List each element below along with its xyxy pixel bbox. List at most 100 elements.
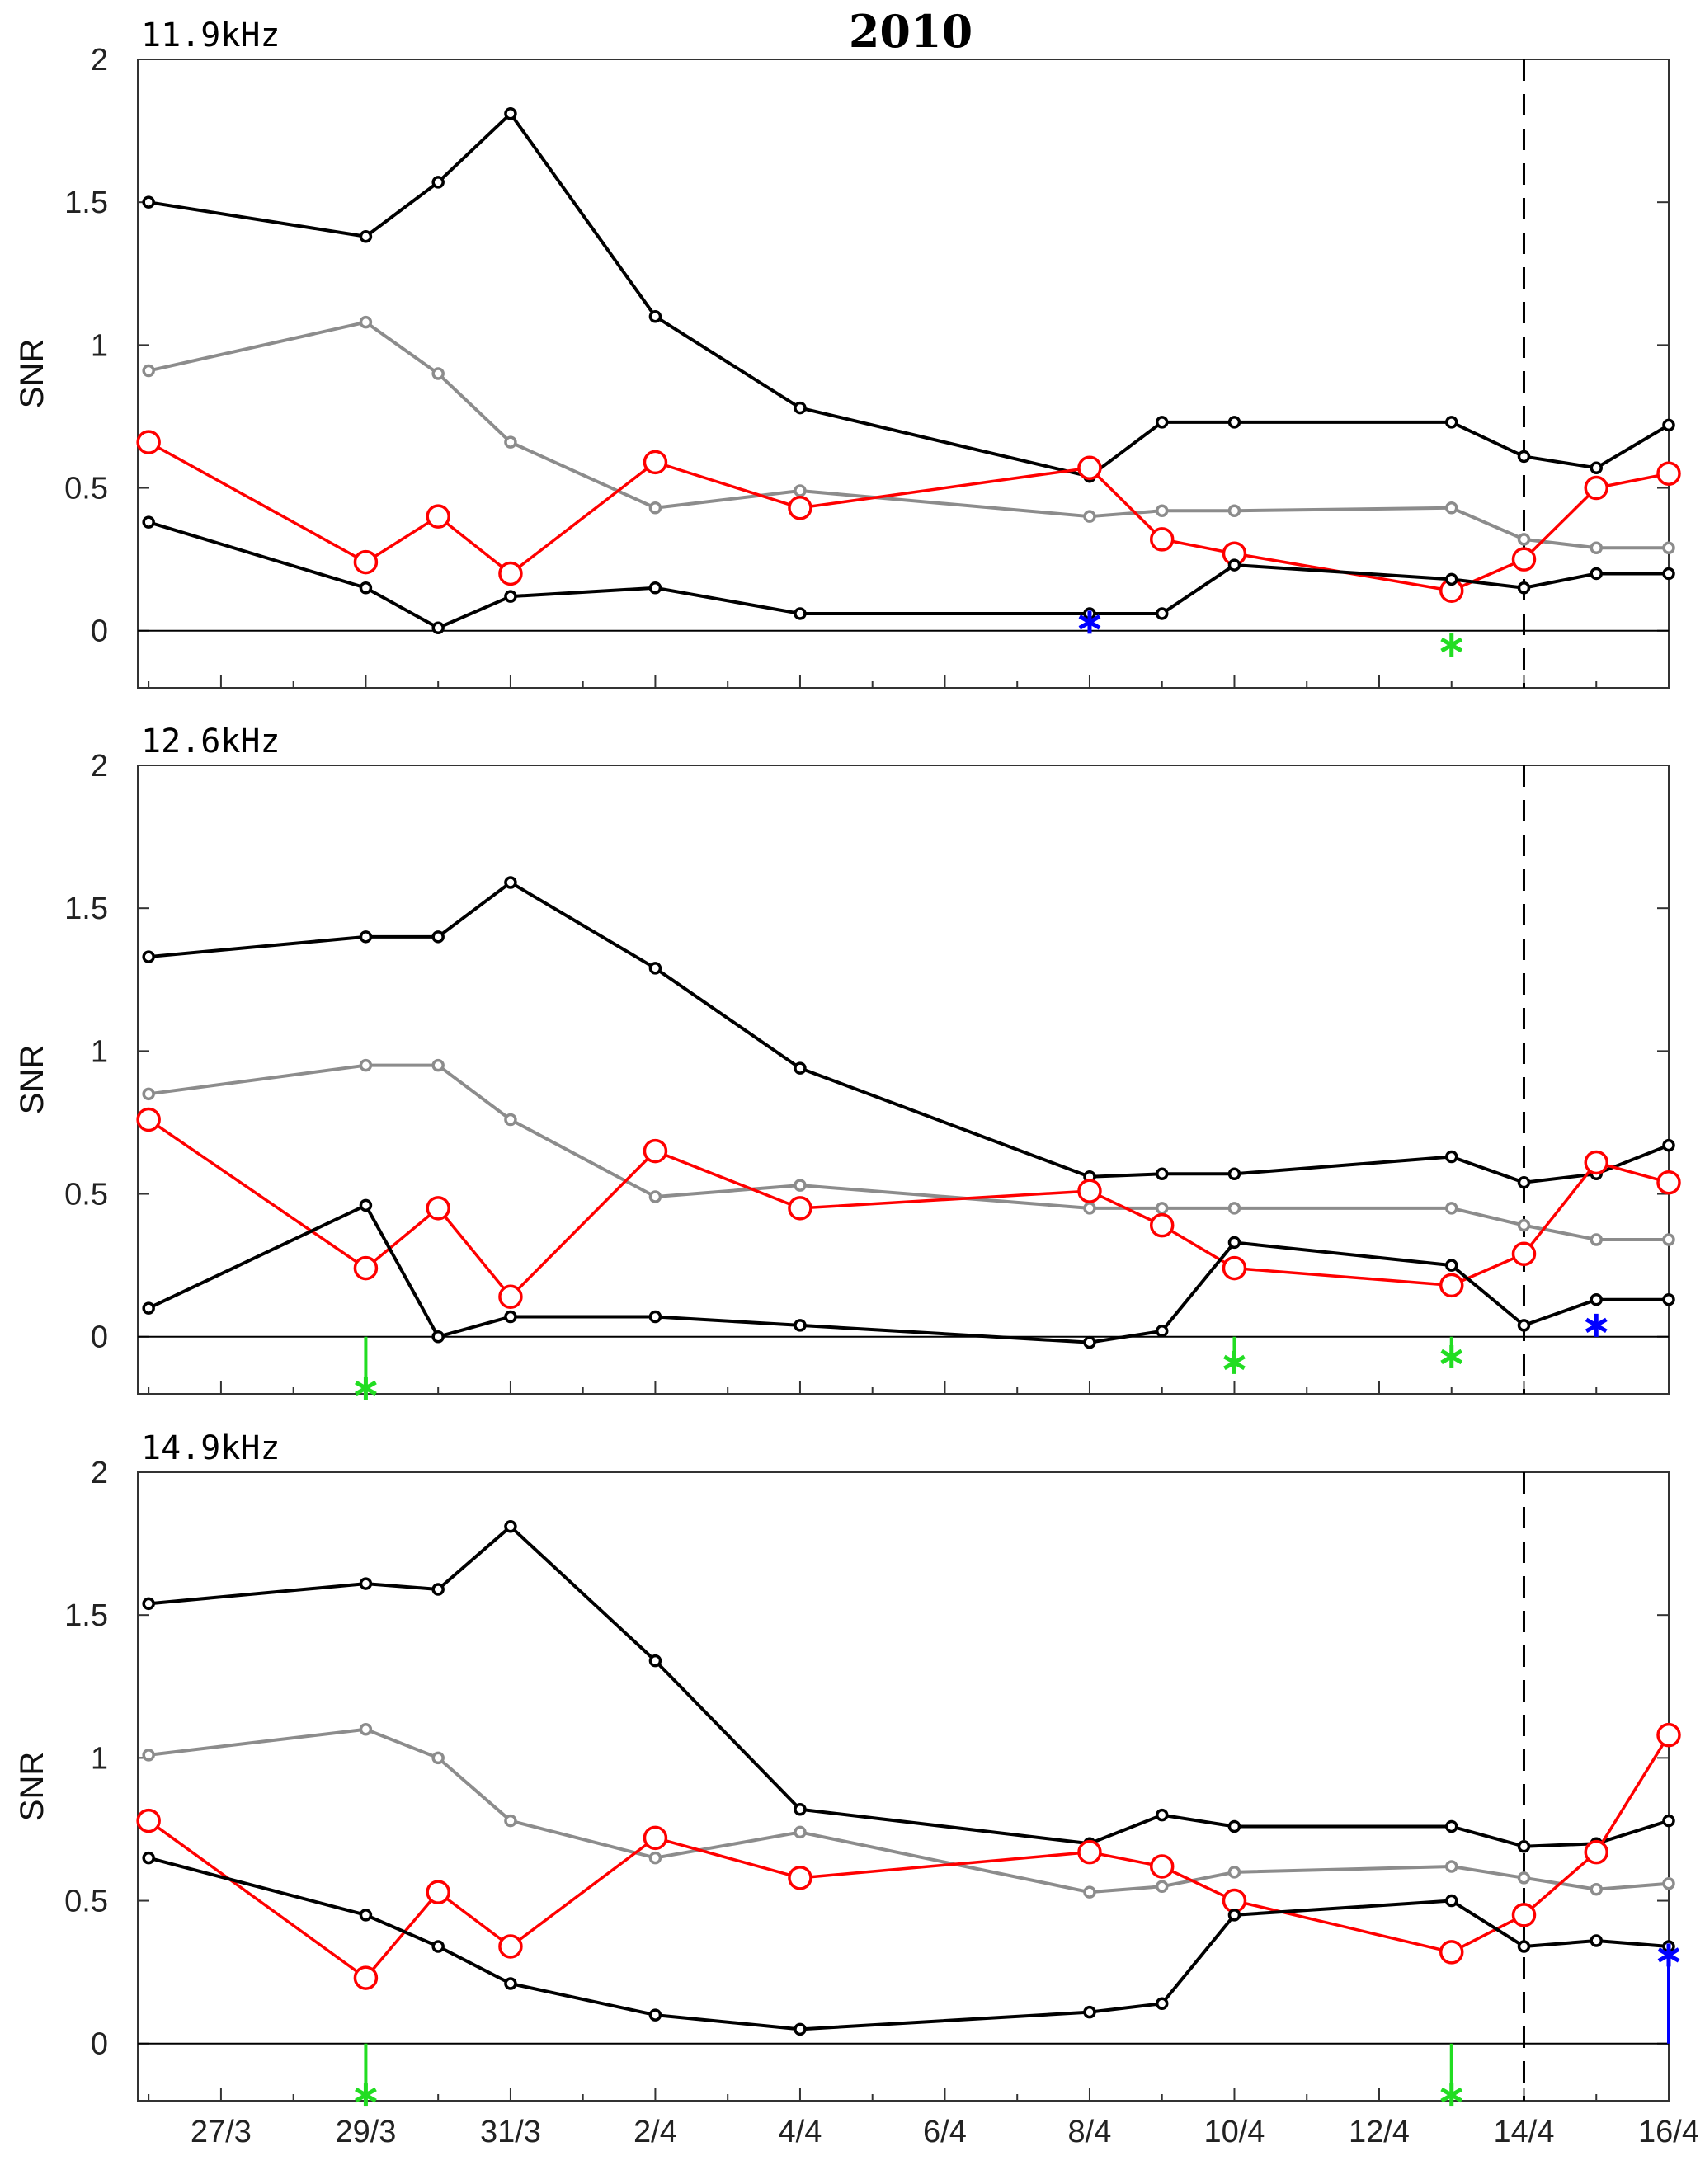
data-point [504,1520,517,1533]
data-point [431,930,445,944]
data-point [1083,1335,1096,1349]
data-point [431,621,445,635]
data-point [1590,1882,1603,1896]
data-point [426,504,450,529]
data-point [794,484,807,497]
asterisk-stroke [355,1380,377,1396]
blue-event-marker [1657,1943,1680,2044]
green-event-marker [355,1336,377,1400]
y-axis-label: SNR [14,339,50,408]
series-upper [142,876,1675,1189]
data-point [1227,558,1241,572]
data-point [431,1940,445,1953]
y-tick-label: 1 [91,1741,108,1776]
green-asterisk-icon [1223,1350,1246,1374]
data-point [1662,1877,1675,1890]
data-point [1439,1940,1464,1965]
data-point [1155,1880,1169,1893]
green-event-marker [1440,633,1463,657]
data-point [1149,1854,1175,1879]
series-mean [142,1058,1675,1246]
y-tick-label: 0.5 [64,1178,108,1212]
series-observed [136,1107,1681,1309]
data-point [1077,455,1102,481]
x-tick-label: 16/4 [1638,2115,1699,2149]
data-point [1662,1233,1675,1246]
data-point [1155,1808,1169,1822]
data-point [648,2008,662,2022]
data-point [794,1061,807,1075]
data-point [1227,1236,1241,1250]
x-tick-label: 31/3 [480,2115,541,2149]
data-point [1590,1934,1603,1947]
axes-box [137,59,1670,689]
data-point [1662,1292,1675,1306]
data-point [142,1087,155,1101]
data-point [498,1284,523,1309]
asterisk-stroke [355,2087,377,2103]
series-lower [142,515,1675,635]
data-point [1517,1839,1531,1853]
data-point [1077,1839,1102,1865]
data-point [1444,1894,1458,1908]
data-point [794,1319,807,1332]
series-mean [142,1722,1675,1899]
data-point [1517,1940,1531,1953]
data-point [1656,1170,1681,1195]
data-point [431,176,445,189]
asterisk-stroke [1440,637,1463,653]
x-tick-label: 10/4 [1203,2115,1265,2149]
x-tick-label: 29/3 [335,2115,396,2149]
series-line-observed [148,1734,1670,1979]
y-tick-label: 0.5 [64,472,108,506]
data-point [788,1196,812,1221]
figure-title: 2010 [849,5,973,58]
series-upper [142,107,1675,483]
series-observed [136,430,1681,603]
y-tick-label: 1.5 [64,892,108,926]
data-point [359,1909,373,1922]
data-point [431,367,445,380]
series-observed [136,1722,1681,1990]
data-point [1590,1233,1603,1246]
data-point [359,1198,373,1212]
data-point [1083,2005,1096,2019]
y-tick-label: 1.5 [64,186,108,220]
data-point [136,430,161,454]
data-point [1590,541,1603,555]
data-point [648,1310,662,1324]
y-tick-label: 1 [91,1034,108,1069]
data-point [498,561,523,586]
data-point [1155,416,1169,429]
data-point [353,1255,379,1281]
data-point [1590,461,1603,475]
data-point [643,1138,668,1164]
y-tick-label: 0.5 [64,1885,108,1919]
data-point [648,962,662,975]
data-point [648,1190,662,1203]
panels-container: 11.9kHz00.511.52SNR12.6kHz00.511.52SNR14… [14,16,1699,2149]
green-asterisk-icon [355,1377,377,1400]
data-point [1227,416,1241,429]
data-point [504,1113,517,1127]
y-axis-label: SNR [14,1752,50,1821]
axes-box [137,765,1670,1395]
data-point [498,1934,523,1959]
data-point [1517,450,1531,464]
blue-asterisk-icon [1657,1943,1680,1967]
data-point [426,1880,450,1904]
data-point [794,1825,807,1839]
asterisk-stroke [1440,1349,1463,1365]
data-point [359,581,373,595]
data-point [142,515,155,529]
data-point [1227,1819,1241,1833]
chart-panel-1: 11.9kHz 0 0.5 1 1.5 2 SNR [14,16,1681,689]
data-point [1227,1202,1241,1215]
series-line-lower [148,1856,1670,2031]
series-line-lower [148,520,1669,630]
series-line-upper [148,881,1670,1184]
blue-asterisk-icon [1585,1313,1608,1337]
data-point [1155,607,1169,620]
panel-label: 14.9kHz [141,1429,280,1467]
